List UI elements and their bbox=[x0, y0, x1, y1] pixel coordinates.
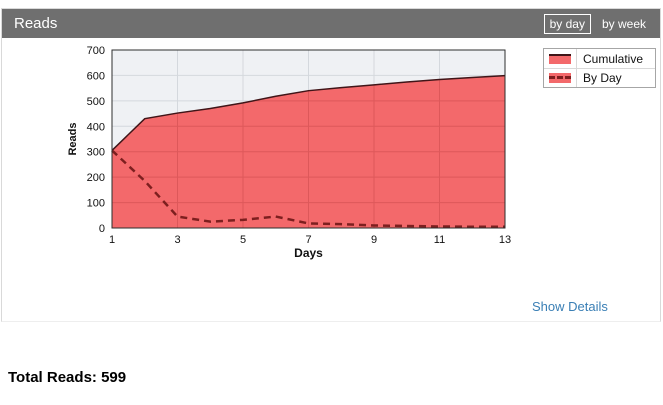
total-reads-label: Total Reads: bbox=[8, 369, 97, 386]
svg-text:Days: Days bbox=[294, 246, 323, 260]
panel-header: Reads by day by week bbox=[2, 9, 660, 38]
svg-text:Reads: Reads bbox=[67, 122, 79, 155]
svg-text:9: 9 bbox=[371, 234, 377, 246]
panel-title: Reads bbox=[14, 15, 58, 32]
byday-swatch-icon bbox=[549, 73, 571, 83]
chart-legend: Cumulative By Day bbox=[543, 48, 656, 88]
legend-label-byday: By Day bbox=[583, 71, 622, 85]
svg-text:200: 200 bbox=[87, 172, 105, 184]
legend-row-cumulative: Cumulative bbox=[544, 49, 655, 68]
legend-label-cumulative: Cumulative bbox=[583, 51, 644, 66]
legend-row-byday: By Day bbox=[544, 68, 655, 87]
svg-text:700: 700 bbox=[87, 45, 105, 57]
svg-text:600: 600 bbox=[87, 70, 105, 82]
show-details-link[interactable]: Show Details bbox=[532, 299, 608, 314]
svg-text:3: 3 bbox=[174, 234, 180, 246]
svg-text:5: 5 bbox=[240, 234, 246, 246]
svg-text:1: 1 bbox=[109, 234, 115, 246]
svg-text:400: 400 bbox=[87, 121, 105, 133]
total-reads: Total Reads: 599 bbox=[8, 369, 126, 386]
legend-swatch-cell bbox=[544, 49, 577, 68]
svg-text:11: 11 bbox=[434, 234, 445, 246]
by-week-toggle[interactable]: by week bbox=[596, 14, 652, 34]
svg-text:13: 13 bbox=[499, 234, 511, 246]
svg-text:500: 500 bbox=[87, 96, 105, 108]
total-reads-value: 599 bbox=[101, 369, 127, 386]
svg-text:0: 0 bbox=[99, 223, 105, 235]
svg-text:100: 100 bbox=[87, 198, 105, 210]
by-day-toggle[interactable]: by day bbox=[543, 13, 591, 34]
interval-toggles: by day by week bbox=[543, 13, 652, 34]
legend-swatch-cell bbox=[544, 69, 577, 87]
svg-text:300: 300 bbox=[87, 147, 105, 159]
cumulative-swatch-icon bbox=[549, 53, 571, 64]
svg-text:7: 7 bbox=[305, 234, 311, 246]
